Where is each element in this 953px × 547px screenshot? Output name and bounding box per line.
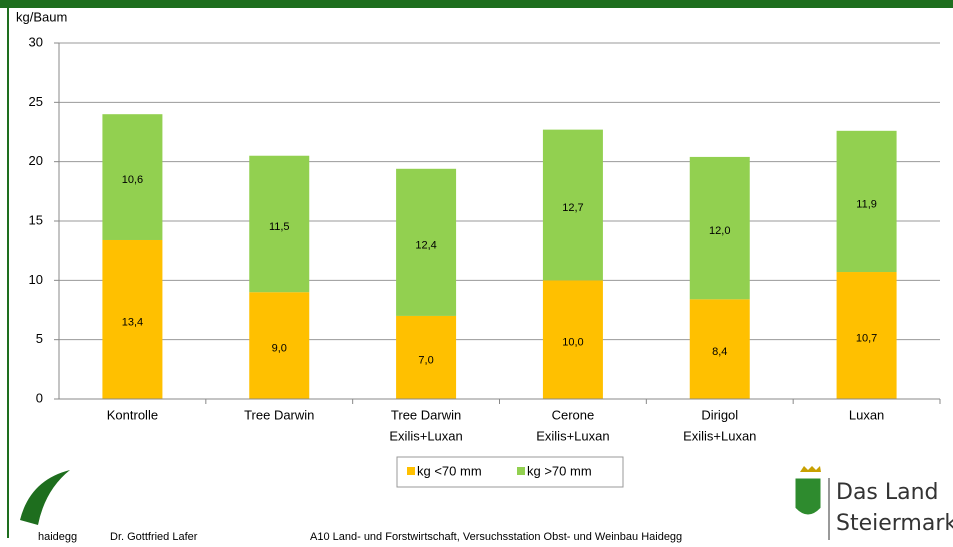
value-label: 8,4	[712, 346, 727, 358]
x-tick-label: Tree Darwin	[391, 407, 461, 422]
top-bar	[0, 0, 953, 8]
bar-segment	[249, 155, 310, 293]
y-tick-label: 5	[36, 331, 43, 346]
footer-institution: A10 Land- und Forstwirtschaft, Versuchss…	[310, 531, 682, 543]
x-tick-label: Cerone	[552, 407, 595, 422]
value-label: 12,0	[709, 225, 730, 237]
brand-line1: Das Land	[836, 480, 939, 505]
bar-segment	[102, 114, 163, 240]
legend-swatch	[517, 467, 525, 475]
x-tick-label: Luxan	[849, 407, 884, 422]
left-border	[7, 8, 9, 538]
bar-segment	[689, 299, 750, 399]
bar-segment	[102, 239, 163, 399]
y-tick-label: 25	[29, 94, 43, 109]
bar-segment	[542, 280, 603, 399]
brand-line2: Steiermark	[836, 511, 953, 536]
legend-label: kg >70 mm	[527, 463, 592, 478]
bar-segment	[249, 292, 310, 399]
bar-segment	[396, 315, 457, 399]
haidegg-logo	[20, 470, 70, 525]
y-tick-label: 20	[29, 153, 43, 168]
value-label: 11,9	[856, 198, 877, 210]
x-tick-label: Kontrolle	[107, 407, 158, 422]
value-label: 12,4	[415, 239, 436, 251]
value-label: 12,7	[562, 202, 583, 214]
bar-segment	[836, 130, 897, 273]
crown	[800, 466, 821, 472]
x-tick-label: Exilis+Luxan	[389, 428, 462, 443]
bar-segment	[689, 156, 750, 300]
footer-author: Dr. Gottfried Lafer	[110, 531, 198, 543]
bar-segment	[836, 272, 897, 399]
x-tick-label: Dirigol	[701, 407, 738, 422]
value-label: 9,0	[272, 343, 287, 355]
value-label: 13,4	[122, 316, 143, 328]
value-label: 10,0	[562, 337, 583, 349]
value-label: 10,6	[122, 174, 143, 186]
value-label: 11,5	[269, 221, 290, 233]
legend-box	[396, 456, 624, 488]
value-label: 7,0	[418, 354, 433, 366]
y-tick-label: 15	[29, 212, 43, 227]
bar-segment	[396, 168, 457, 316]
bar-segment	[542, 129, 603, 281]
x-tick-label: Tree Darwin	[244, 407, 314, 422]
y-axis-label: kg/Baum	[16, 9, 67, 24]
legend-label: kg <70 mm	[417, 463, 482, 478]
y-tick-label: 30	[29, 34, 43, 49]
value-label: 10,7	[856, 332, 877, 344]
footer-logo: haidegg	[38, 531, 77, 543]
crest	[794, 477, 822, 516]
y-tick-label: 0	[36, 390, 43, 405]
x-tick-label: Exilis+Luxan	[683, 428, 756, 443]
x-tick-label: Exilis+Luxan	[536, 428, 609, 443]
legend-swatch	[407, 467, 415, 475]
y-tick-label: 10	[29, 272, 43, 287]
